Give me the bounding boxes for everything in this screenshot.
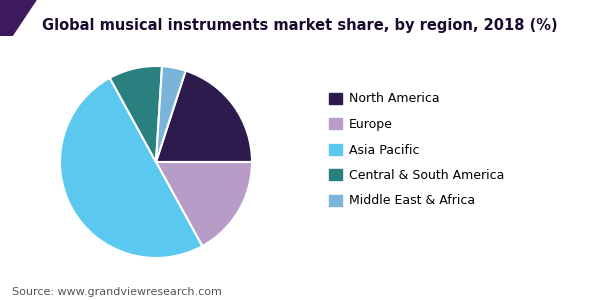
Polygon shape — [0, 0, 36, 36]
Wedge shape — [156, 162, 252, 246]
Legend: North America, Europe, Asia Pacific, Central & South America, Middle East & Afri: North America, Europe, Asia Pacific, Cen… — [324, 88, 509, 212]
Wedge shape — [110, 66, 162, 162]
Wedge shape — [156, 71, 252, 162]
Text: Global musical instruments market share, by region, 2018 (%): Global musical instruments market share,… — [42, 18, 558, 33]
Wedge shape — [156, 66, 185, 162]
Wedge shape — [60, 78, 202, 258]
Text: Source: www.grandviewresearch.com: Source: www.grandviewresearch.com — [12, 287, 222, 297]
